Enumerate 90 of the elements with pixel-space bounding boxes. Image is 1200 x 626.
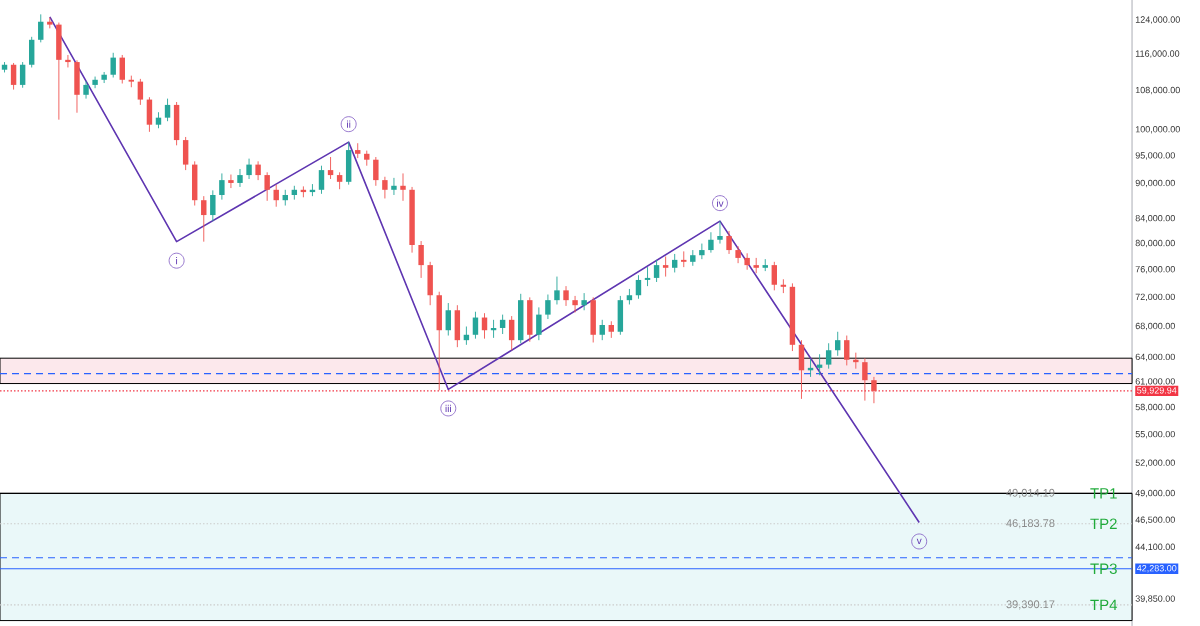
candlestick: [137, 78, 144, 106]
annotation: TP4: [1090, 599, 1118, 611]
annotation: i: [176, 257, 178, 265]
y-tick-label: 80,000.00: [1135, 239, 1175, 248]
candlestick: [382, 176, 388, 199]
y-tick-label: 72,000.00: [1135, 293, 1175, 302]
candlestick: [19, 61, 26, 89]
candlestick: [499, 314, 506, 335]
y-tick-label: 108,000.00: [1135, 86, 1180, 95]
candlestick: [735, 245, 741, 264]
y-tick-label: 52,000.00: [1135, 459, 1175, 467]
candlestick: [572, 295, 578, 313]
y-tick-label: 55,000.00: [1135, 430, 1175, 439]
candlestick: [228, 174, 234, 189]
y-tick-label: 44,100.00: [1135, 543, 1175, 552]
candlestick: [708, 231, 714, 254]
candlestick: [327, 156, 334, 180]
candlestick: [164, 98, 171, 122]
y-tick-label: 76,000.00: [1135, 266, 1175, 274]
annotation: iii: [445, 404, 451, 413]
y-tick-label: 49,000.00: [1135, 489, 1175, 498]
y-tick-label: 64,000.00: [1135, 353, 1175, 362]
y-tick-label: 90,000.00: [1135, 179, 1175, 188]
candlestick: [644, 266, 651, 287]
candlestick: [545, 294, 551, 320]
candlestick: [65, 54, 71, 68]
candlestick: [219, 172, 225, 201]
candlestick: [563, 285, 569, 307]
y-tick-label: 61,000.00: [1135, 378, 1175, 386]
candlestick: [726, 230, 732, 255]
candlestick: [635, 274, 642, 300]
candlestick: [318, 165, 325, 195]
candlestick: [255, 160, 261, 181]
candlestick: [581, 292, 587, 311]
annotation: TP2: [1090, 518, 1117, 529]
candlestick: [780, 278, 787, 294]
candlestick: [110, 52, 116, 78]
y-tick-label: 116,000.00: [1135, 50, 1180, 58]
y-tick-label: 46,500.00: [1135, 516, 1175, 524]
candlestick: [400, 172, 406, 202]
candlestick: [373, 156, 379, 187]
candlestick: [237, 168, 243, 188]
candlestick: [119, 54, 125, 84]
candlestick: [717, 220, 723, 245]
candlestick: [418, 240, 424, 279]
candlestick: [472, 311, 479, 340]
candlestick: [10, 62, 17, 91]
y-tick-label: 84,000.00: [1135, 215, 1175, 223]
candlestick: [210, 189, 216, 222]
candlestick: [445, 302, 451, 336]
candlestick: [391, 177, 397, 196]
candlestick: [671, 253, 678, 273]
y-tick-label: 39,850.00: [1135, 595, 1175, 603]
candlestick: [101, 71, 107, 84]
line-series: [49, 16, 921, 524]
annotation: iv: [717, 199, 724, 207]
candlestick: [662, 256, 669, 278]
candlestick: [554, 276, 560, 305]
candlestick: [825, 342, 832, 370]
y-tick-label: 95,000.00: [1135, 152, 1175, 160]
candlestick: [699, 243, 705, 260]
candlestick: [834, 331, 841, 357]
candlestick: [681, 250, 687, 268]
candlestick: [871, 376, 877, 404]
candlestick: [599, 319, 605, 341]
y-tick-label: 59,929.94: [1137, 387, 1177, 395]
ref-line-label: 39,390.17: [1006, 600, 1055, 610]
candlestick: [508, 315, 515, 351]
candlestick: [862, 357, 868, 402]
candlestick: [38, 13, 44, 43]
annotation: v: [916, 538, 922, 545]
candlestick: [83, 80, 89, 100]
y-tick-label: 124,000.00: [1135, 16, 1180, 24]
y-tick-label: 58,000.00: [1135, 403, 1175, 412]
candlestick: [744, 252, 750, 271]
annotation: ii: [347, 120, 351, 128]
candlestick: [201, 195, 207, 243]
candlestick: [128, 75, 135, 88]
y-tick-label: 100,000.00: [1135, 126, 1180, 134]
ref-line-label: 46,183.78: [1006, 519, 1055, 529]
candlestick: [264, 171, 270, 202]
candlestick: [771, 261, 778, 291]
y-tick-label: 42,283.00: [1136, 565, 1177, 573]
candlestick: [246, 158, 252, 180]
y-tick-label: 68,000.00: [1135, 322, 1175, 331]
candlestick: [653, 259, 660, 283]
candlestick: [92, 76, 98, 89]
candlestick: [844, 335, 850, 366]
candlestick: [536, 306, 542, 341]
candlestick: [853, 352, 859, 370]
